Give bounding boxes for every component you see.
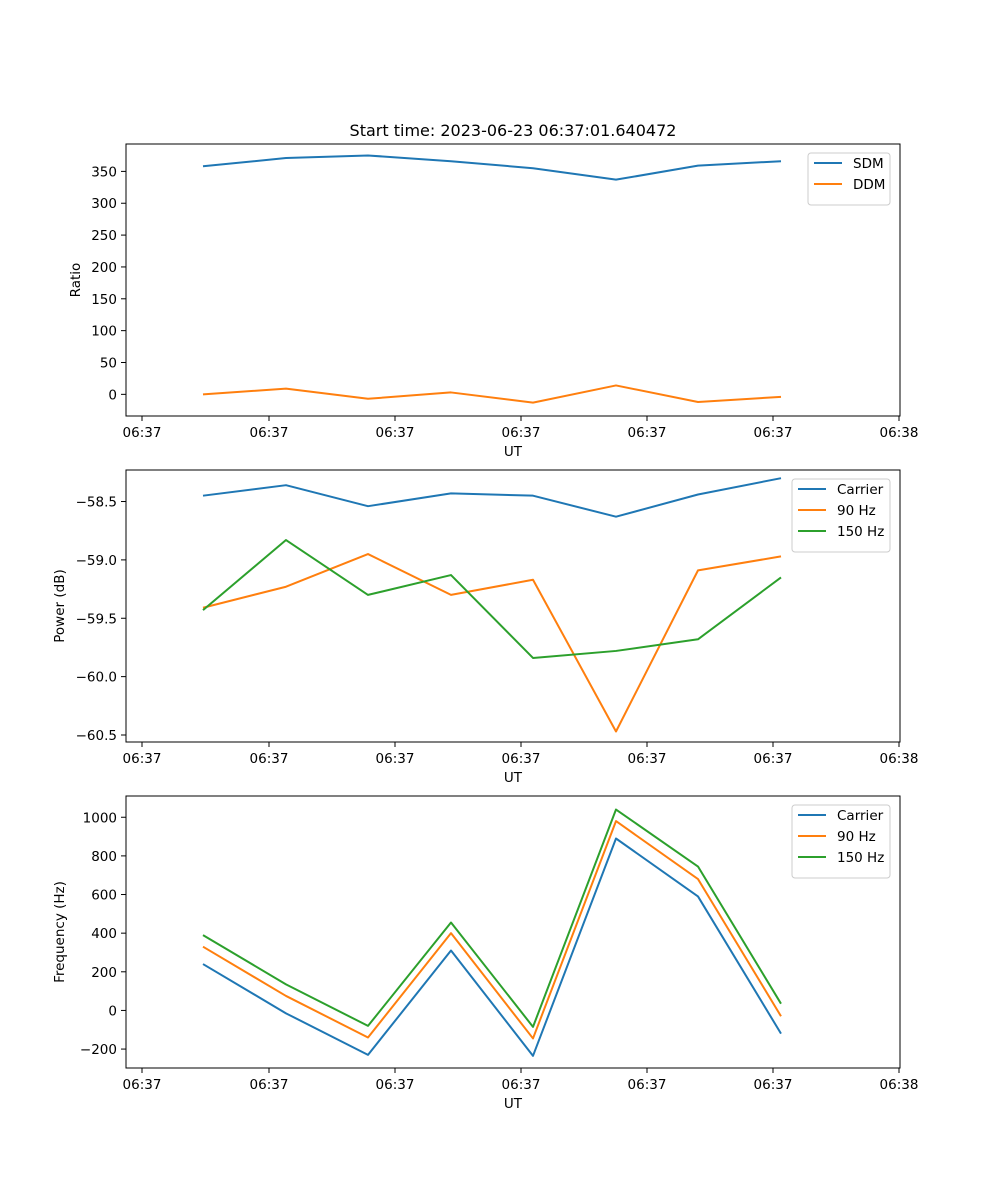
y-tick-label: 600: [91, 888, 117, 904]
legend-label: 150 Hz: [837, 524, 884, 540]
figure-title: Start time: 2023-06-23 06:37:01.640472: [350, 121, 677, 140]
y-tick-label: −58.5: [76, 495, 117, 511]
x-axis-label: UT: [504, 444, 523, 460]
x-tick-label: 06:37: [502, 1077, 541, 1093]
axes-frame: [125, 143, 901, 417]
x-tick-label: 06:37: [754, 425, 793, 441]
legend-label: 150 Hz: [837, 850, 884, 866]
legend: SDM DDM: [807, 152, 891, 206]
x-tick-label: 06:37: [628, 425, 667, 441]
legend-box: [791, 804, 891, 879]
y-tick-label: 350: [91, 164, 117, 180]
y-tick-label: −59.0: [76, 553, 117, 569]
y-tick-label: 0: [108, 387, 117, 403]
legend-label: 90 Hz: [837, 829, 876, 845]
y-tick-label: 50: [100, 355, 117, 371]
x-axis-label: UT: [504, 1096, 523, 1112]
y-axis-label: Frequency (Hz): [52, 881, 68, 983]
x-tick-label: 06:37: [250, 1077, 289, 1093]
series-line-ddm: [202, 384, 782, 404]
y-tick-label: 300: [91, 196, 117, 212]
x-tick-label: 06:37: [754, 1077, 793, 1093]
x-tick-label: 06:37: [376, 751, 415, 767]
x-tick-label: 06:38: [880, 425, 919, 441]
y-tick-label: 1000: [83, 810, 117, 826]
y-tick-label: 0: [108, 1003, 117, 1019]
series-line-carrier: [202, 477, 782, 518]
y-tick-label: 100: [91, 324, 117, 340]
legend-label: SDM: [853, 156, 884, 172]
x-tick-label: 06:37: [376, 1077, 415, 1093]
x-tick-label: 06:37: [376, 425, 415, 441]
legend-label: DDM: [853, 177, 885, 193]
x-tick-label: 06:37: [628, 751, 667, 767]
x-tick-label: 06:37: [502, 751, 541, 767]
y-tick-label: 150: [91, 292, 117, 308]
y-tick-label: −60.0: [76, 670, 117, 686]
y-axis-label: Ratio: [68, 263, 84, 298]
x-tick-label: 06:38: [880, 1077, 919, 1093]
y-tick-label: 800: [91, 849, 117, 865]
series-line-90-hz: [202, 820, 782, 1040]
x-tick-label: 06:37: [123, 751, 162, 767]
series-line-150-hz: [202, 539, 782, 659]
axes-frame: [125, 469, 901, 743]
legend: Carrier 90 Hz 150 Hz: [791, 478, 891, 553]
power-panel: 06:37 06:37 06:37 06:37 06:37 06:37 06:38 −60.5…: [52, 469, 919, 786]
x-tick-label: 06:37: [123, 1077, 162, 1093]
x-tick-label: 06:37: [250, 425, 289, 441]
frequency-panel: 06:37 06:37 06:37 06:37 06:37 06:37 06:38 −200 0…: [52, 795, 919, 1112]
x-tick-label: 06:37: [502, 425, 541, 441]
x-tick-label: 06:37: [628, 1077, 667, 1093]
x-axis-label: UT: [504, 770, 523, 786]
y-tick-label: 200: [91, 260, 117, 276]
y-tick-label: −200: [80, 1042, 117, 1058]
series-line-150-hz: [202, 808, 782, 1028]
legend-box: [807, 152, 891, 206]
y-tick-label: 200: [91, 965, 117, 981]
ratio-panel: 06:37 06:37 06:37 06:37 06:37 06:37 06:38 0 50 10…: [68, 143, 919, 460]
x-tick-label: 06:37: [754, 751, 793, 767]
y-tick-label: −59.5: [76, 611, 117, 627]
axes-frame: [125, 795, 901, 1069]
y-tick-label: −60.5: [76, 728, 117, 744]
legend-box: [791, 478, 891, 553]
legend-label: 90 Hz: [837, 503, 876, 519]
series-line-90-hz: [202, 553, 782, 733]
legend: Carrier 90 Hz 150 Hz: [791, 804, 891, 879]
y-tick-label: 250: [91, 228, 117, 244]
x-tick-label: 06:38: [880, 751, 919, 767]
x-tick-label: 06:37: [250, 751, 289, 767]
x-tick-label: 06:37: [123, 425, 162, 441]
y-axis-label: Power (dB): [52, 569, 68, 642]
series-line-carrier: [202, 837, 782, 1057]
series-line-sdm: [202, 154, 782, 181]
y-tick-label: 400: [91, 926, 117, 942]
legend-label: Carrier: [837, 808, 884, 824]
legend-label: Carrier: [837, 482, 884, 498]
